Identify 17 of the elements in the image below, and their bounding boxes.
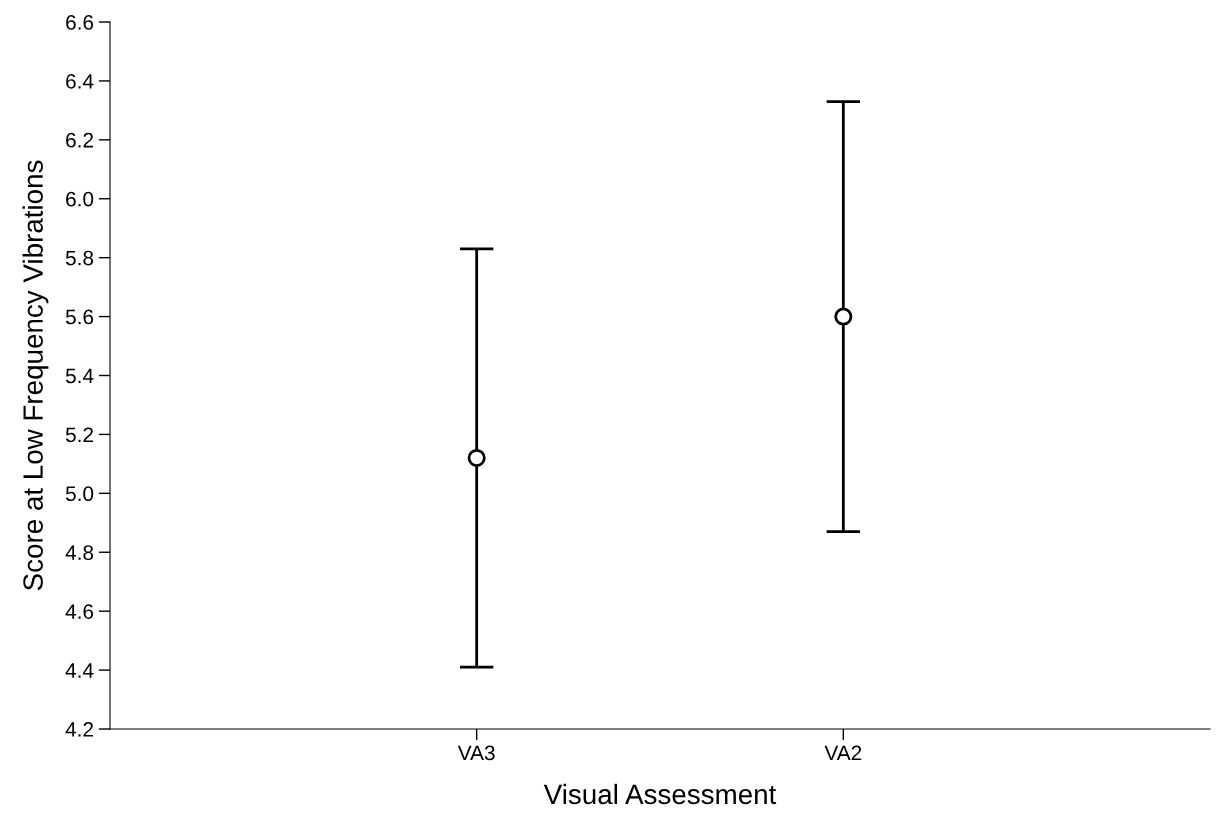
y-tick-label: 4.6 (65, 604, 94, 619)
x-tick-label: VA2 (824, 745, 862, 761)
x-axis-title: Visual Assessment (543, 783, 777, 805)
y-tick-label: 5.4 (65, 368, 94, 384)
y-tick-label: 6.0 (66, 191, 94, 207)
y-tick-label: 4.4 (65, 663, 94, 678)
y-tick-label: 6.2 (66, 132, 93, 148)
y-tick-label: 6.4 (66, 73, 94, 89)
y-tick-label: 5.6 (65, 309, 94, 325)
y-tick-label: 6.6 (66, 15, 94, 30)
y-axis-title: Score at Low Frequency Vibrations (22, 160, 49, 591)
y-tick-label: 5.8 (65, 250, 94, 266)
y-tick-label: 5.0 (65, 486, 94, 502)
x-tick-label: VA3 (457, 745, 495, 761)
y-tick-label: 5.2 (65, 427, 93, 443)
y-tick-label: 4.2 (65, 722, 93, 737)
y-tick-label: 4.8 (65, 545, 94, 560)
